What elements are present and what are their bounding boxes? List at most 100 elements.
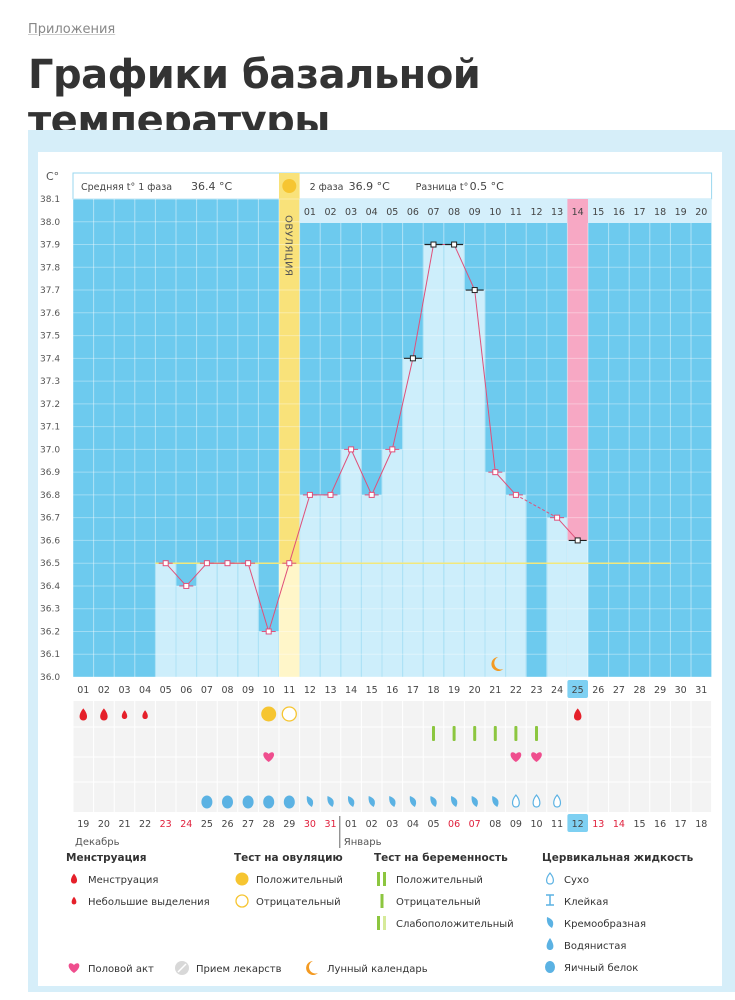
temperature-line — [515, 494, 558, 519]
cycle-day-label: 20 — [469, 685, 481, 696]
legend-item-label: Положительный — [396, 875, 483, 886]
phase2-day-label: 18 — [654, 207, 666, 218]
legend-watery-icon — [546, 938, 554, 950]
temperature-point — [512, 491, 519, 498]
temperature-bar — [176, 585, 197, 677]
phase2-highlight-cell — [567, 199, 588, 223]
cycle-day-label: 04 — [139, 685, 151, 696]
calendar-date-label: 10 — [530, 819, 542, 830]
legend-item-label: Кремообразная — [564, 919, 646, 930]
legend-ovulation-positive-icon — [235, 872, 249, 886]
phase2-day-label: 12 — [530, 207, 542, 218]
cycle-day-label: 31 — [695, 685, 707, 696]
calendar-date-label: 02 — [366, 819, 378, 830]
temperature-point — [451, 241, 458, 248]
phase2-day-label: 10 — [489, 207, 501, 218]
calendar-date-label: 06 — [448, 819, 460, 830]
legend-item-label: Сухо — [564, 875, 589, 886]
phase2-day-label: 06 — [407, 207, 419, 218]
ovulation-label: ОВУЛЯЦИЯ — [282, 215, 293, 277]
legend-test-icon — [383, 872, 386, 886]
cycle-day-label: 30 — [675, 685, 687, 696]
phase2-day-label: 05 — [386, 207, 398, 218]
calendar-date-label: 19 — [77, 819, 89, 830]
calendar-date-label: 08 — [489, 819, 501, 830]
cycle-day-label: 19 — [448, 685, 460, 696]
calendar-date-label: 27 — [242, 819, 254, 830]
temperature-bar — [320, 494, 341, 677]
legend-item-label: Менструация — [88, 875, 158, 886]
difference-value: 0.5 °C — [470, 180, 504, 193]
calendar-date-label: 31 — [324, 819, 336, 830]
calendar-date-label: 12 — [572, 819, 584, 830]
temperature-point — [368, 491, 375, 498]
calendar-date-label: 16 — [654, 819, 666, 830]
phase1-label: Средняя t° 1 фаза — [81, 182, 172, 193]
temperature-line — [391, 358, 414, 450]
y-tick-label: 37.8 — [40, 263, 60, 273]
temperature-bar — [506, 494, 526, 677]
legend-intercourse-icon — [68, 963, 80, 973]
dry-icon — [532, 794, 541, 808]
cycle-day-label: 16 — [386, 685, 398, 696]
legend-item-label: Небольшие выделения — [88, 897, 210, 908]
cycle-day-label: 28 — [633, 685, 645, 696]
legend-item-label: Лунный календарь — [327, 964, 428, 975]
legend-title: Тест на овуляцию — [234, 852, 343, 864]
menstruation-icon — [142, 710, 148, 719]
y-tick-label: 36.7 — [40, 514, 60, 524]
calendar-date-label: 13 — [592, 819, 604, 830]
cycle-day-label: 18 — [427, 685, 439, 696]
ovulation-column — [279, 173, 300, 677]
moon-icon — [491, 657, 504, 671]
temperature-bar — [155, 563, 176, 677]
creamy-icon — [471, 796, 478, 807]
bbt-chart: 38.1 38.0 37.9 37.8 37.7 37.6 37.5 37.4 37.3 37.2… — [40, 170, 713, 975]
menstruation-icon — [100, 708, 108, 721]
calendar-date-label: 23 — [160, 819, 172, 830]
ovulation-test-positive-icon — [261, 706, 277, 722]
temperature-point — [430, 241, 437, 248]
temperature-point — [492, 469, 499, 476]
cycle-day-label: 01 — [77, 685, 89, 696]
temperature-bar — [485, 472, 506, 677]
y-tick-label: 36.2 — [40, 627, 60, 637]
dry-icon — [553, 794, 562, 808]
cycle-day-label: 24 — [551, 685, 563, 696]
phase2-average: 36.9 °C — [349, 180, 390, 193]
page-title: Графики базальной температуры — [28, 52, 481, 144]
pregnancy-test-icon — [432, 726, 435, 741]
phase2-day-label: 11 — [510, 207, 522, 218]
pregnancy-test-icon — [452, 726, 456, 741]
breadcrumb[interactable]: Приложения — [28, 22, 116, 37]
y-tick-label: 36.4 — [40, 582, 60, 592]
legend-sticky-icon — [546, 894, 554, 906]
cycle-day-label: 26 — [592, 685, 604, 696]
y-tick-label: 37.3 — [40, 377, 60, 387]
phase2-day-label: 04 — [366, 207, 378, 218]
creamy-icon — [389, 796, 396, 807]
phase2-day-label: 09 — [469, 207, 481, 218]
creamy-icon — [430, 796, 437, 807]
egg-white-icon — [283, 795, 295, 809]
temperature-line — [247, 563, 270, 632]
cycle-day-label: 07 — [201, 685, 213, 696]
legend-title: Цервикальная жидкость — [542, 852, 694, 864]
calendar-date-label: 20 — [98, 819, 110, 830]
calendar-date-label: 22 — [139, 819, 151, 830]
calendar-date-label: 30 — [304, 819, 316, 830]
creamy-icon — [492, 796, 499, 807]
ovulation-test-negative-icon — [281, 706, 297, 722]
calendar-date-label: 24 — [180, 819, 192, 830]
calendar-date-label: 05 — [427, 819, 439, 830]
y-tick-label: 37.6 — [40, 309, 60, 319]
cycle-day-label: 10 — [263, 685, 275, 696]
temperature-point — [306, 491, 313, 498]
cycle-day-label: 05 — [160, 685, 172, 696]
legend-item-label: Прием лекарств — [196, 964, 282, 975]
temperature-point — [574, 537, 581, 544]
cycle-day-label: 25 — [572, 685, 584, 696]
phase2-day-label: 19 — [675, 207, 687, 218]
cycle-day-label: 15 — [366, 685, 378, 696]
temperature-bar — [547, 517, 567, 677]
